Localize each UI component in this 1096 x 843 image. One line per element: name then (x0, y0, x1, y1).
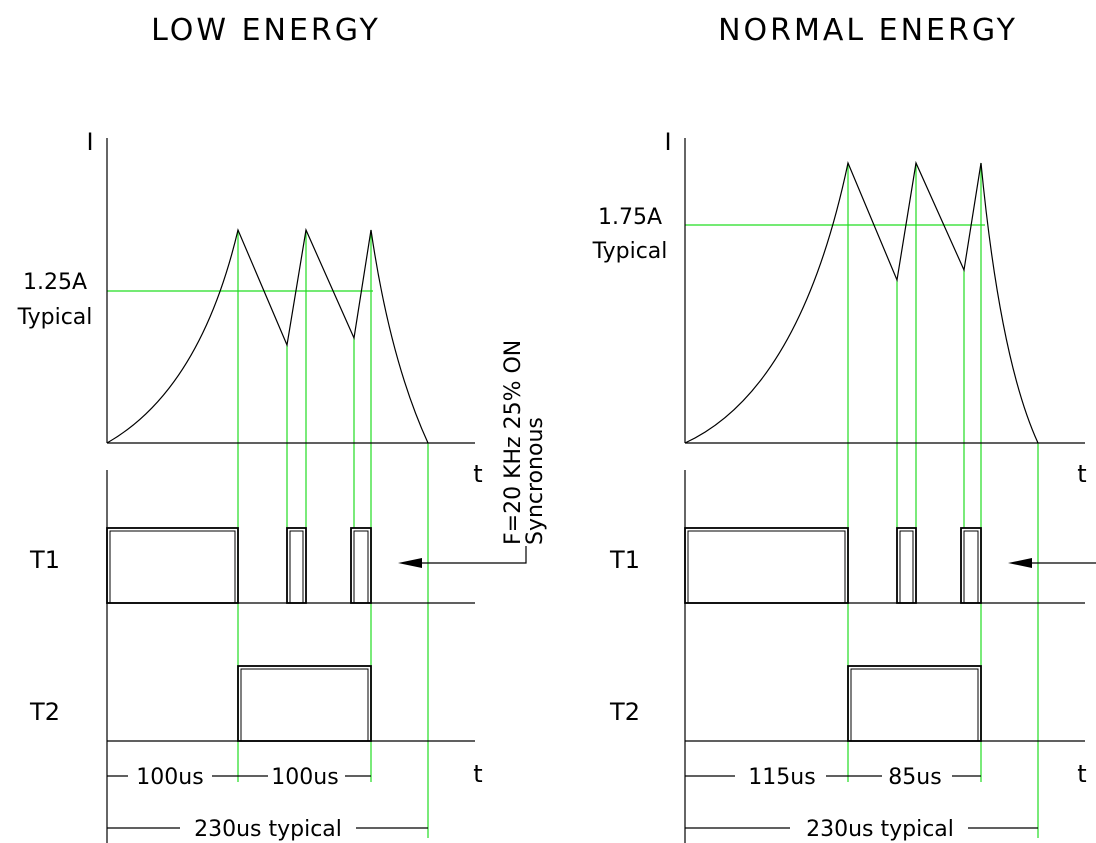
normal-energy-panel: NORMAL ENERGY I 1.75A Typical t T1 (592, 13, 1096, 843)
low-energy-panel: LOW ENERGY I 1.25A Typical t (17, 13, 483, 843)
total-time-label: 230us typical (806, 817, 954, 842)
chopper-leader (420, 546, 527, 564)
chopper-frequency: F=20 KHz 25% ON (501, 340, 526, 545)
level-note: Typical (17, 305, 93, 330)
interval-dimensions: 115us 85us 230us typical (685, 765, 1038, 842)
current-waveform (106, 227, 429, 444)
t1-chop-pulse-inner (289, 530, 304, 604)
arrow-head-icon (1008, 558, 1032, 568)
level-value: 1.25A (23, 270, 87, 295)
t1-pulse-train (106, 527, 372, 604)
t1-chop-pulse-inner (353, 530, 369, 604)
t2-pulse-inner (240, 668, 369, 742)
t1-label: T1 (29, 546, 60, 574)
interval-dimensions: 100us 100us 230us typical (107, 765, 428, 842)
time-axis-label: t (473, 760, 482, 788)
time-axis-label: t (1077, 760, 1086, 788)
current-axis-label: I (86, 128, 93, 156)
panel-title: LOW ENERGY (151, 13, 381, 48)
time-axis-label: t (473, 460, 482, 488)
current-waveform (684, 160, 1039, 444)
t2-pulse-outer (237, 665, 372, 742)
t2-pulse-outer (847, 665, 982, 742)
arrow-head-icon (398, 558, 422, 568)
t1-pulse (684, 527, 849, 604)
t1-pulse-train (684, 527, 982, 604)
time-axis-label: t (1077, 460, 1086, 488)
t2-pulse-inner (850, 668, 979, 742)
t2-pulse (847, 665, 982, 742)
interval-1-label: 115us (748, 765, 815, 790)
current-axis-label: I (664, 128, 671, 156)
t2-label: T2 (29, 698, 60, 726)
timing-guide-lines (685, 163, 1039, 838)
chopper-note: F=20 KHz 25% ON Syncronous (398, 340, 548, 568)
t1-label: T1 (609, 546, 640, 574)
level-note: Typical (592, 239, 668, 264)
interval-2-label: 100us (271, 765, 338, 790)
t1-pulse-inner (687, 530, 846, 604)
t1-chop-pulse-inner (899, 530, 914, 604)
timing-guide-lines (107, 230, 429, 838)
panel-title: NORMAL ENERGY (718, 13, 1018, 48)
t2-pulse (237, 665, 372, 742)
t1-pulse-inner (109, 530, 236, 604)
t1-chop-pulse-inner (963, 530, 979, 604)
t2-label: T2 (609, 698, 640, 726)
level-value: 1.75A (598, 205, 662, 230)
interval-2-label: 85us (888, 765, 941, 790)
total-time-label: 230us typical (194, 817, 342, 842)
chopper-sync: Syncronous (523, 417, 548, 545)
interval-1-label: 100us (136, 765, 203, 790)
t1-pulse (106, 527, 239, 604)
